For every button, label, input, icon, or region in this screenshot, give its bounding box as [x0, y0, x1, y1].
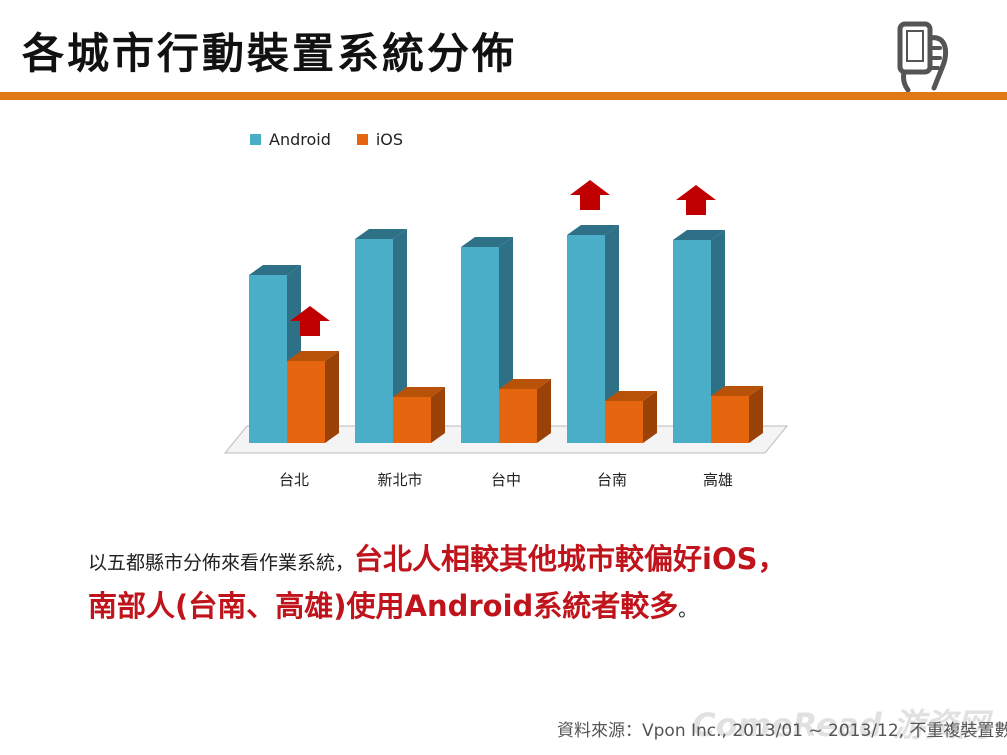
- bar-android-4: [673, 240, 711, 443]
- legend-label-android: Android: [269, 130, 331, 149]
- x-tick-label: 台中: [490, 471, 522, 489]
- bar-ios-4: [711, 396, 749, 443]
- bar-android-2: [461, 247, 499, 443]
- legend-label-ios: iOS: [375, 130, 404, 149]
- bar-ios-1-side: [431, 387, 445, 443]
- bar-ios-2-top: [499, 379, 551, 389]
- legend-item-ios: iOS: [356, 130, 404, 149]
- bar-ios-4-top: [711, 386, 763, 396]
- bar-android-0-top: [249, 265, 301, 275]
- bar-ios-2: [499, 389, 537, 443]
- bar-android-3-top: [567, 225, 619, 235]
- x-tick-label: 新北市: [377, 471, 423, 489]
- bar-ios-2-side: [537, 379, 551, 443]
- bar-android-1: [355, 239, 393, 443]
- bar-ios-4-side: [749, 386, 763, 443]
- up-arrow-icon-1: [570, 180, 610, 210]
- up-arrow-icon-0: [290, 306, 330, 336]
- bar-ios-3: [605, 401, 643, 443]
- summary-intro: 以五都縣市分佈來看作業系統，: [88, 552, 355, 574]
- x-tick-label: 高雄: [702, 471, 734, 489]
- summary-text: 以五都縣市分佈來看作業系統，台北人相較其他城市較偏好iOS， 南部人(台南、高雄…: [88, 538, 968, 632]
- bar-ios-0-side: [325, 351, 339, 443]
- bar-ios-1: [393, 397, 431, 443]
- bar-ios-3-top: [605, 391, 657, 401]
- legend-item-android: Android: [250, 130, 331, 149]
- watermark: ComeRead 游资网: [692, 706, 989, 744]
- hand-holding-phone-icon: [897, 21, 949, 92]
- bar-android-1-top: [355, 229, 407, 239]
- summary-highlight-1: 台北人相較其他城市較偏好iOS，: [354, 542, 787, 576]
- source-note: 資料來源：Vpon Inc., 2013/01 ~ 2013/12, 不重複裝置…: [557, 721, 1007, 741]
- up-arrow-icon-2: [676, 185, 716, 215]
- legend-swatch-android: [250, 134, 261, 145]
- bar-android-3: [567, 235, 605, 443]
- bar-android-2-top: [461, 237, 513, 247]
- bar-ios-0-top: [287, 351, 339, 361]
- chart-legend: Android iOS: [250, 130, 403, 149]
- bar-ios-0: [287, 361, 325, 443]
- legend-swatch-ios: [356, 134, 368, 145]
- bar-ios-3-side: [643, 391, 657, 443]
- x-tick-label: 台南: [596, 471, 628, 489]
- bar-chart: [223, 180, 789, 454]
- x-tick-label: 台北: [278, 471, 310, 489]
- summary-highlight-2: 南部人(台南、高雄)使用Android系統者較多: [88, 589, 679, 623]
- bar-android-0: [249, 275, 287, 443]
- header-divider: [0, 92, 1007, 100]
- bar-android-4-top: [673, 230, 725, 240]
- bar-ios-1-top: [393, 387, 445, 397]
- page-title: 各城市行動裝置系統分佈: [22, 29, 518, 78]
- bar-android-3-side: [605, 225, 619, 443]
- summary-end: 。: [678, 599, 698, 621]
